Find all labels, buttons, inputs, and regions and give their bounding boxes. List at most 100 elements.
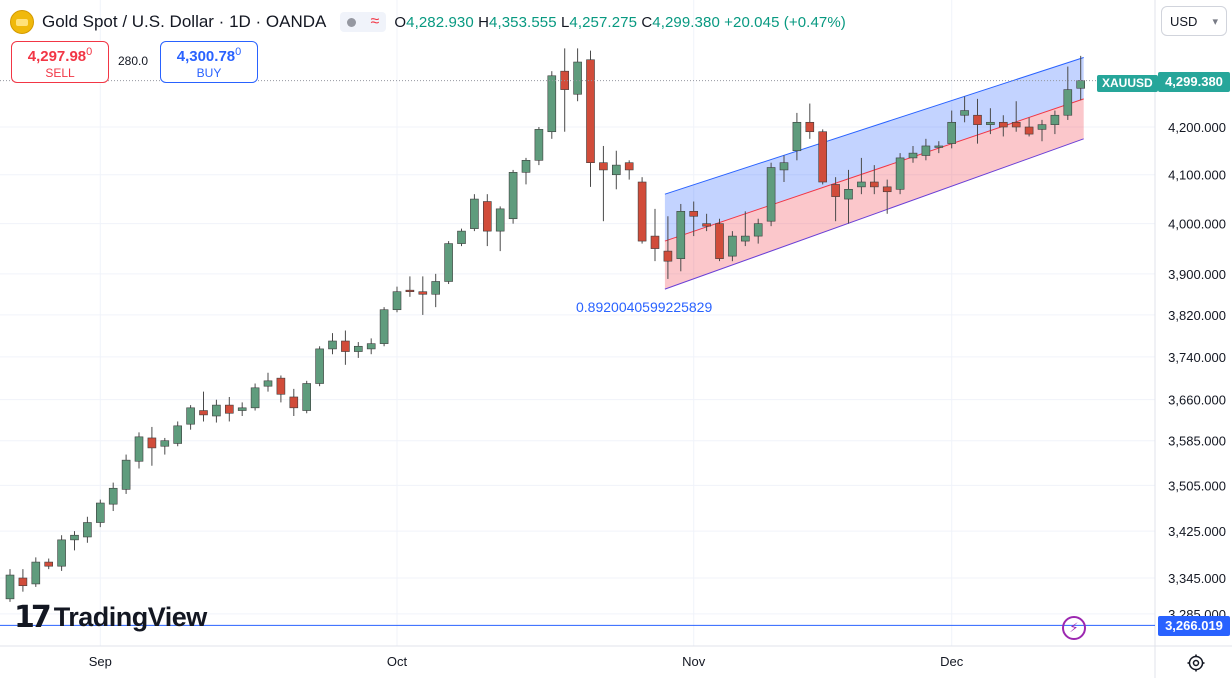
candle-body (663, 250, 673, 262)
y-tick-label: 3,740.000 (1168, 350, 1226, 365)
candle-up (857, 157, 866, 195)
open-value: 4,282.930 (406, 13, 474, 31)
candle-up (1050, 110, 1060, 135)
candle-body (689, 211, 699, 217)
candle-body (857, 181, 866, 188)
candle-up (753, 218, 763, 244)
ohlc-readout: O4,282.930 H4,353.555 L4,257.275 C4,299.… (394, 14, 846, 31)
lightning-icon[interactable]: ⚡ (1062, 616, 1086, 640)
channel-upper-line (664, 56, 1084, 195)
y-tick-label: 3,820.000 (1168, 308, 1226, 323)
candle-up (134, 432, 144, 469)
candle-body (1063, 89, 1073, 116)
channel-coefficient-label: 0.8920040599225829 (576, 299, 713, 315)
candle-body (405, 289, 415, 292)
last-price-tag: 4,299.380 (1158, 72, 1230, 92)
candle-down (276, 375, 286, 403)
y-tick-label: 3,425.000 (1168, 524, 1226, 539)
currency-selector[interactable]: USD ▾ (1161, 6, 1227, 36)
candle-body (134, 436, 144, 462)
candle-body (237, 407, 247, 411)
symbol-title[interactable]: Gold Spot / U.S. Dollar · 1D · OANDA (42, 12, 327, 31)
close-value: 4,299.380 (652, 13, 720, 31)
change-value: +20.045 (+0.47%) (724, 13, 846, 31)
candle-body (818, 131, 828, 183)
wave-icon: ≈ (370, 13, 380, 30)
candle-up (5, 569, 15, 602)
candle-body (379, 309, 389, 344)
candle-body (973, 114, 982, 125)
candle-up (792, 112, 802, 161)
candle-body (366, 343, 376, 350)
candle-body (998, 121, 1008, 128)
tradingview-mark-icon: 17 (14, 600, 52, 635)
candle-body (947, 121, 957, 144)
candle-down (689, 201, 699, 237)
candle-body (328, 340, 337, 350)
candle-body (186, 407, 195, 425)
candle-body (199, 410, 208, 416)
candle-body (753, 223, 763, 237)
buy-button[interactable]: 4,300.780 BUY (160, 41, 258, 83)
candle-up (1063, 66, 1073, 120)
buy-price: 4,300.780 (176, 46, 242, 65)
compare-button[interactable]: ≈ (340, 12, 387, 32)
candle-body (108, 487, 118, 505)
candle-down (225, 396, 234, 422)
candle-up (160, 437, 170, 455)
candle-up (83, 516, 92, 543)
x-tick-label: Sep (89, 654, 112, 669)
candle-body (353, 345, 363, 352)
candle-body (934, 145, 944, 148)
y-tick-label: 4,200.000 (1168, 120, 1226, 135)
candle-body (715, 223, 724, 259)
candle-body (895, 157, 905, 190)
candle-body (212, 404, 221, 417)
chevron-down-icon: ▾ (1212, 15, 1218, 28)
candle-up (315, 346, 324, 387)
candle-down (18, 569, 28, 592)
high-label: H (478, 13, 490, 31)
candle-up (986, 108, 995, 135)
candle-up (302, 380, 312, 414)
candle-body (650, 235, 660, 249)
tradingview-logo[interactable]: 17 TradingView (14, 600, 207, 635)
candle-up (212, 399, 221, 423)
y-tick-label: 3,345.000 (1168, 571, 1226, 586)
candle-body (599, 162, 608, 171)
candle-body (70, 534, 79, 541)
candle-down (998, 115, 1008, 137)
candle-up (444, 241, 453, 285)
candle-up (573, 48, 582, 102)
candles (5, 48, 1085, 602)
spread-value: 280.0 (118, 54, 149, 68)
candle-down (869, 165, 879, 195)
candle-body (1076, 80, 1085, 89)
dot-icon (347, 17, 357, 27)
open-label: O (394, 13, 407, 31)
candle-body (96, 502, 105, 523)
gear-icon[interactable] (1186, 653, 1206, 673)
candle-up (173, 421, 182, 447)
candle-body (869, 181, 879, 188)
candle-body (18, 577, 28, 587)
candle-body (173, 425, 182, 444)
candle-up (534, 127, 544, 166)
candle-down (663, 216, 673, 279)
grid-lines (0, 0, 1155, 646)
candle-down (405, 276, 415, 297)
candle-down (637, 177, 647, 244)
candle-body (250, 387, 260, 409)
candle-up (960, 96, 969, 123)
candle-up (611, 150, 621, 190)
sell-button[interactable]: 4,297.980 SELL (11, 41, 109, 83)
candle-body (315, 348, 324, 384)
candle-down (805, 103, 815, 139)
candle-body (844, 188, 853, 200)
candle-body (960, 110, 969, 116)
candle-body (740, 235, 750, 242)
channel-lower-line (664, 138, 1084, 290)
candle-up (895, 153, 905, 195)
candle-up (70, 531, 79, 551)
